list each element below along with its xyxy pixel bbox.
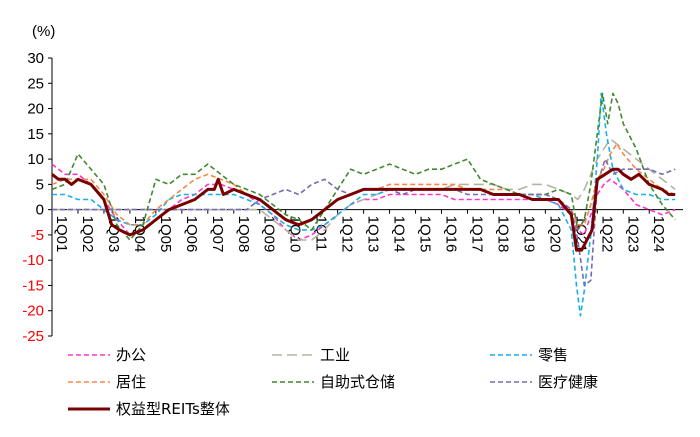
- x-tick-label: 1Q15: [417, 216, 434, 253]
- legend-label: 办公: [116, 346, 146, 364]
- x-tick-label: 1Q11: [313, 216, 330, 252]
- y-tick-label: -20: [22, 303, 44, 320]
- x-tick-label: 1Q06: [183, 216, 200, 253]
- y-unit-label: (%): [32, 23, 55, 40]
- series-line: [51, 92, 676, 241]
- x-tick-label: 1Q18: [494, 216, 511, 253]
- legend-label: 居住: [116, 373, 146, 391]
- legend-label: 权益型REITs整体: [116, 400, 230, 418]
- x-tick-label: 1Q02: [79, 216, 96, 253]
- x-tick-label: 1Q01: [53, 216, 70, 253]
- x-axis: 1Q01 1Q02 1Q03 1Q04 1Q05 1Q06 1Q07 1Q08 1Q09 1Q10…: [51, 209, 683, 253]
- series-line: [52, 92, 676, 317]
- x-tick-label: 1Q07: [209, 216, 226, 253]
- legend-label: 自助式仓储: [320, 373, 395, 391]
- legend-item: 工业: [272, 346, 350, 364]
- y-tick-label: 30: [27, 50, 44, 67]
- legend-label: 医疗健康: [538, 373, 598, 391]
- y-tick-label: 10: [27, 151, 44, 168]
- y-tick-label: -25: [22, 328, 44, 345]
- legend-item: 居住: [68, 373, 146, 391]
- x-tick-label: 1Q05: [157, 216, 174, 253]
- series-lines: [51, 92, 676, 317]
- y-tick-label: 5: [36, 176, 44, 193]
- y-axis: 30 25 20 15 10 5 0 -5 -10 -15 -20 -25: [22, 50, 53, 345]
- legend-item: 办公: [68, 346, 146, 364]
- x-tick-label: 1Q24: [650, 216, 667, 253]
- y-tick-label: -10: [22, 252, 44, 269]
- x-tick-label: 1Q19: [520, 216, 537, 253]
- y-tick-label: -15: [22, 277, 44, 294]
- series-line: [52, 138, 676, 241]
- x-tick-label: 1Q13: [365, 216, 382, 253]
- x-tick-label: 1Q16: [443, 216, 460, 253]
- x-tick-label: 1Q09: [261, 216, 278, 253]
- x-tick-label: 1Q08: [235, 216, 252, 253]
- series-line: [51, 167, 676, 252]
- legend-label: 零售: [538, 346, 568, 364]
- x-tick-label: 1Q22: [598, 216, 615, 253]
- legend-item: 医疗健康: [490, 373, 598, 391]
- y-tick-label: 25: [27, 75, 44, 92]
- x-tick-label: 1Q20: [546, 216, 563, 253]
- y-tick-label: -5: [31, 227, 44, 244]
- x-tick-label: 1Q14: [391, 216, 408, 253]
- y-tick-label: 20: [27, 101, 44, 118]
- series-line: [51, 143, 676, 226]
- y-tick-label: 15: [27, 126, 44, 143]
- legend-item: 零售: [490, 346, 568, 364]
- x-tick-label: 1Q17: [468, 216, 485, 253]
- legend-label: 工业: [320, 346, 350, 364]
- legend-item: 权益型REITs整体: [68, 400, 230, 418]
- x-tick-label: 1Q12: [339, 216, 356, 253]
- y-tick-label: 0: [36, 202, 44, 219]
- x-tick-label: 1Q23: [624, 216, 641, 253]
- legend-item: 自助式仓储: [272, 373, 395, 391]
